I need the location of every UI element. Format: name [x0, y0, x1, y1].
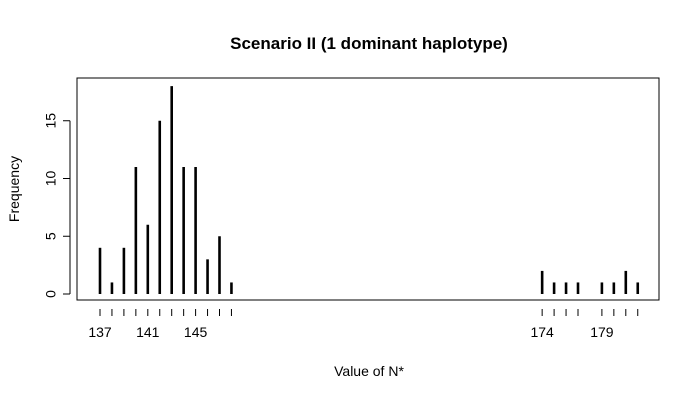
- x-tick-label-174: 174: [530, 324, 554, 340]
- y-tick-label-5: 5: [43, 232, 59, 240]
- x-tick-label-141: 141: [136, 324, 160, 340]
- x-tick-label-179: 179: [590, 324, 614, 340]
- y-axis-label: Frequency: [6, 156, 22, 222]
- x-tick-label-137: 137: [88, 324, 112, 340]
- y-tick-label-15: 15: [43, 113, 59, 129]
- y-tick-label-10: 10: [43, 171, 59, 187]
- y-axis: 0 5 10 15: [43, 113, 71, 298]
- x-tick-label-145: 145: [184, 324, 208, 340]
- y-tick-label-0: 0: [43, 290, 59, 298]
- x-axis-label: Value of N*: [334, 363, 404, 379]
- x-axis: 137 141 145 174 179: [88, 309, 639, 340]
- plot-frame: [76, 77, 660, 301]
- bars: [98, 86, 640, 294]
- chart-title: Scenario II (1 dominant haplotype): [230, 34, 508, 53]
